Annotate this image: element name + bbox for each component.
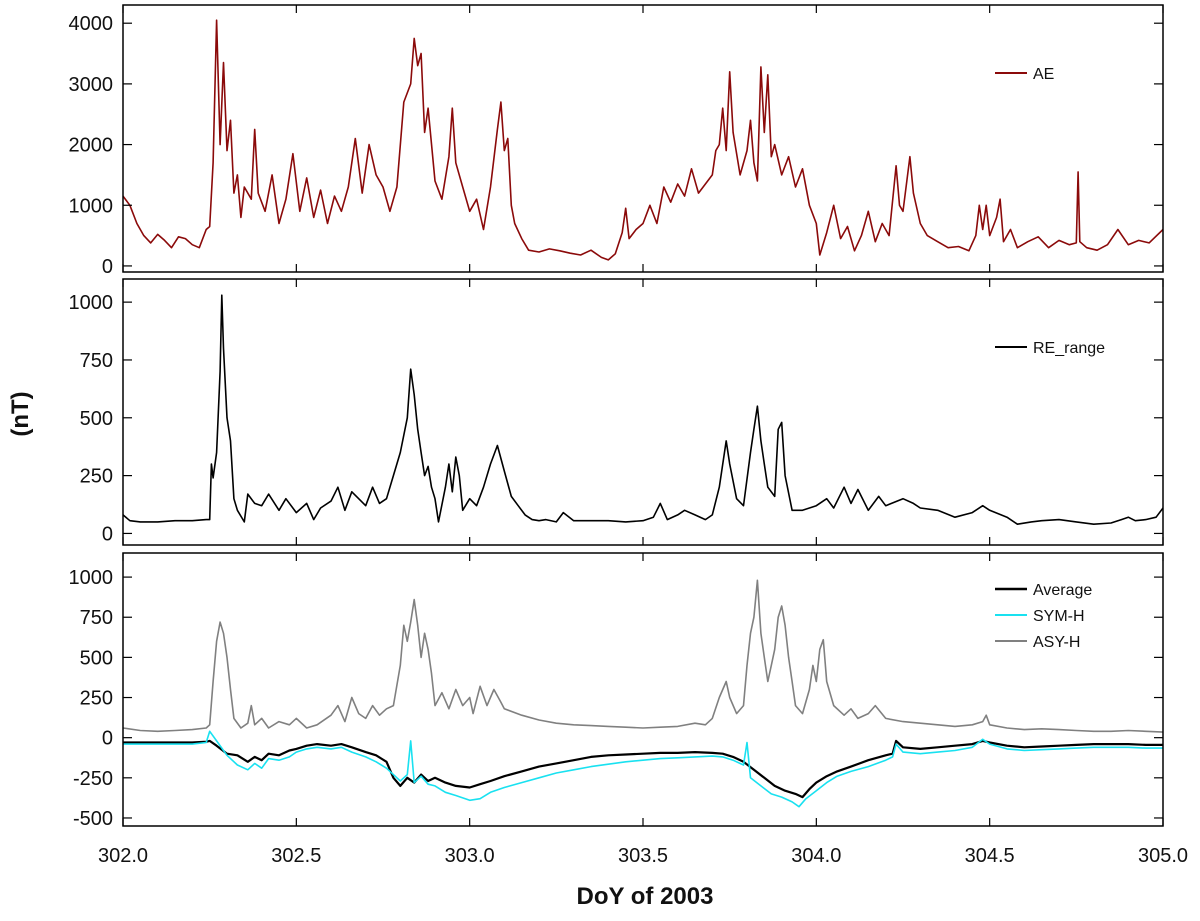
x-tick-label: 304.5 — [965, 845, 1015, 867]
series-line-sym-h — [123, 730, 1163, 808]
x-tick-label: 303.0 — [445, 845, 495, 867]
y-tick-label: 3000 — [69, 74, 114, 96]
series-line-asy-h — [122, 579, 1164, 733]
panel-re: 0 250 500 750 1000 RE_range — [69, 278, 1164, 546]
x-tick-label: 302.0 — [98, 845, 148, 867]
legend-label: SYM-H — [1033, 608, 1085, 625]
panel-frame — [122, 4, 1164, 273]
y-tick-label: 750 — [80, 607, 113, 629]
legend-label: ASY-H — [1033, 634, 1080, 651]
panel-sym: -500 -250 0 250 500 750 1000 Average SYM-H ASY-H — [69, 552, 1164, 830]
y-tick-label: 500 — [80, 408, 113, 430]
y-tick-label: -500 — [73, 808, 113, 830]
y-tick-label: 2000 — [69, 135, 114, 157]
panel-frame — [122, 552, 1164, 827]
series-line-re-range — [122, 294, 1164, 525]
panel-ae: 0 1000 2000 3000 4000 AE — [69, 4, 1164, 278]
series-line-average — [123, 739, 1163, 799]
x-tick-label: 302.5 — [271, 845, 321, 867]
panels-layer: 0 1000 2000 3000 4000 AE 0 250 500 750 1000 RE_rang… — [69, 4, 1188, 867]
y-tick-label: 250 — [80, 688, 113, 710]
y-axis-title: (nT) — [7, 391, 34, 436]
panel-frame — [122, 278, 1164, 546]
x-axis-title: DoY of 2003 — [577, 883, 714, 910]
legend-label: Average — [1033, 582, 1092, 599]
y-tick-label: 750 — [80, 350, 113, 372]
x-tick-label: 303.5 — [618, 845, 668, 867]
y-tick-label: 4000 — [69, 13, 114, 35]
y-tick-label: 1000 — [69, 567, 114, 589]
y-tick-label: 0 — [102, 728, 113, 750]
legend-label: RE_range — [1033, 340, 1105, 357]
x-tick-label: 304.0 — [791, 845, 841, 867]
y-tick-label: 250 — [80, 466, 113, 488]
series-line-ae — [122, 19, 1164, 261]
y-tick-label: 1000 — [69, 195, 114, 217]
x-tick-label: 305.0 — [1138, 845, 1188, 867]
y-tick-label: 1000 — [69, 292, 114, 314]
y-tick-label: -250 — [73, 768, 113, 790]
y-tick-label: 0 — [102, 523, 113, 545]
y-tick-label: 0 — [102, 256, 113, 278]
legend-label: AE — [1033, 66, 1054, 83]
y-tick-label: 500 — [80, 647, 113, 669]
